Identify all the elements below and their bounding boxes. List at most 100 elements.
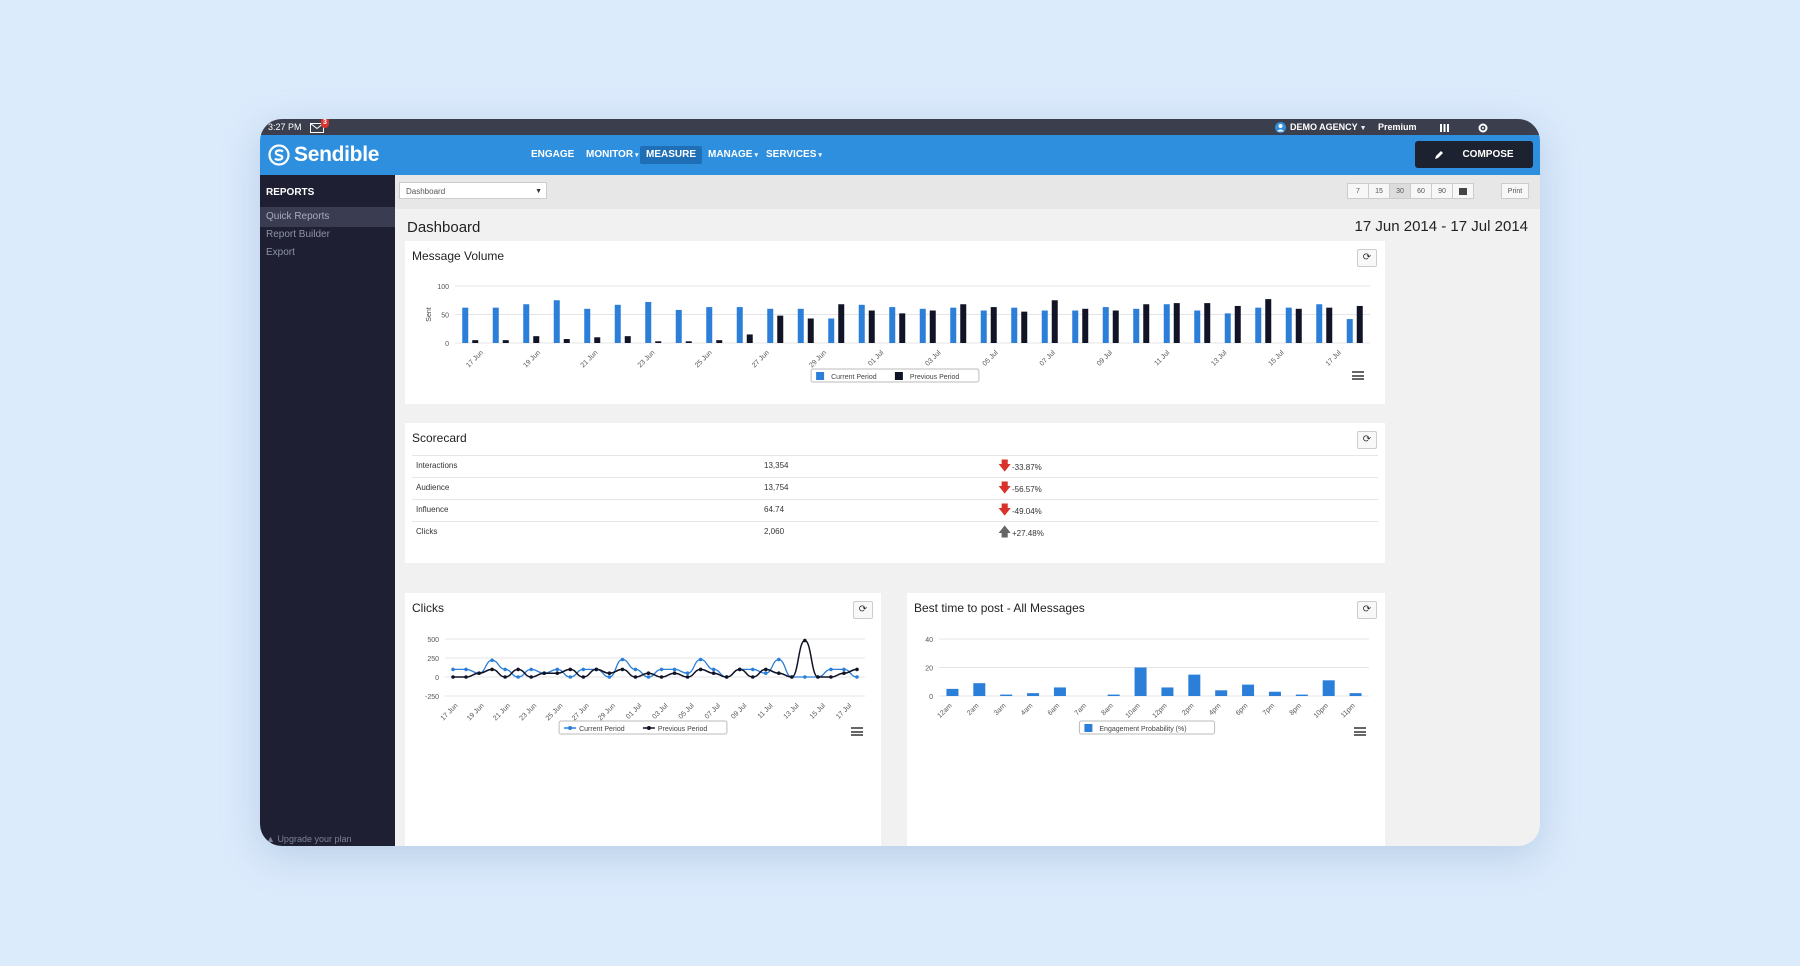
- x-tick-label: 25 Jun: [545, 702, 565, 722]
- nav-engage[interactable]: ENGAGE: [525, 146, 580, 164]
- account-menu[interactable]: DEMO AGENCY ▼: [1290, 119, 1367, 135]
- bar-previous: [990, 307, 997, 343]
- nav-manage[interactable]: MANAGE ▾: [702, 146, 764, 164]
- chart-menu-icon[interactable]: [1352, 371, 1364, 380]
- bar-previous: [960, 304, 967, 343]
- data-point: [529, 667, 533, 672]
- chevron-down-icon: ▾: [635, 152, 639, 159]
- bar-previous: [1143, 304, 1150, 343]
- nav-monitor-label: MONITOR: [586, 149, 634, 160]
- bar-current: [675, 309, 682, 343]
- data-point: [555, 671, 560, 675]
- nav-services-label: SERVICES: [766, 149, 817, 160]
- y-tick-label: 0: [445, 341, 449, 348]
- nav-monitor[interactable]: MONITOR ▾: [580, 146, 645, 164]
- metric-change: -56.57%: [1012, 485, 1042, 494]
- range-90-button[interactable]: 90: [1431, 183, 1453, 199]
- bar: [973, 683, 986, 696]
- clock-text: 3:27 PM: [268, 122, 302, 132]
- bar: [1053, 687, 1066, 696]
- refresh-icon[interactable]: ⟳: [1357, 431, 1377, 449]
- user-icon: [1275, 119, 1286, 135]
- bar-previous: [502, 340, 509, 343]
- refresh-icon[interactable]: ⟳: [1357, 249, 1377, 267]
- x-tick-label: 17 Jun: [440, 702, 460, 722]
- x-tick-label: 01 Jul: [867, 349, 885, 367]
- bar: [1295, 694, 1308, 696]
- x-tick-label: 15 Jul: [809, 702, 827, 720]
- data-point: [516, 667, 520, 672]
- x-tick-label: 12pm: [1152, 702, 1169, 719]
- clicks-chart: -250 0 250 500 17 Jun 19 Jun 21 Jun 23 Jun 25 Ju…: [425, 637, 865, 735]
- legend-label: Current Period: [579, 726, 625, 733]
- data-point: [633, 675, 638, 679]
- x-tick-label: 17 Jul: [835, 702, 853, 720]
- compose-button[interactable]: COMPOSE: [1415, 141, 1533, 168]
- dashboard-select[interactable]: Dashboard ▼: [399, 182, 547, 199]
- sidebar-item-export[interactable]: Export: [266, 247, 295, 258]
- settings-gear-icon[interactable]: [1478, 119, 1488, 135]
- bar-previous: [533, 336, 540, 343]
- x-tick-label: 23 Jun: [518, 702, 538, 722]
- chart-menu-icon[interactable]: [851, 727, 863, 736]
- nav-measure-label: MEASURE: [646, 149, 697, 160]
- bar-previous: [1356, 305, 1363, 343]
- sidebar-item-quick-reports[interactable]: Quick Reports: [260, 207, 395, 227]
- metric-label: Clicks: [416, 527, 438, 536]
- metric-change: +27.48%: [1012, 529, 1044, 538]
- range-60-button[interactable]: 60: [1410, 183, 1432, 199]
- y-tick-label: 100: [437, 284, 449, 291]
- x-tick-label: 03 Jul: [924, 349, 942, 367]
- data-point: [620, 667, 625, 672]
- x-tick-label: 12am: [937, 702, 954, 719]
- chevron-down-icon: ▼: [535, 188, 542, 195]
- bar-current: [1316, 304, 1323, 343]
- bar-current: [736, 307, 743, 343]
- refresh-icon[interactable]: ⟳: [853, 601, 873, 619]
- print-button[interactable]: Print: [1501, 183, 1529, 199]
- account-name: DEMO AGENCY: [1290, 122, 1358, 132]
- data-point: [763, 671, 768, 675]
- bar-previous: [1112, 310, 1119, 343]
- bar-previous: [594, 337, 601, 343]
- bar-previous: [1204, 303, 1211, 343]
- metric-change: -33.87%: [1012, 463, 1042, 472]
- data-point: [490, 667, 494, 672]
- best-time-panel: Best time to post - All Messages ⟳ 0 20 40…: [907, 593, 1385, 846]
- data-point: [855, 667, 859, 672]
- legend-box: [1078, 720, 1216, 735]
- data-point: [555, 667, 560, 672]
- upgrade-plan-link[interactable]: ▲ Upgrade your plan: [266, 834, 352, 844]
- x-tick-label: 29 Jun: [808, 349, 828, 369]
- range-15-button[interactable]: 15: [1368, 183, 1390, 199]
- x-tick-label: 13 Jul: [1210, 349, 1228, 367]
- sidebar-item-report-builder[interactable]: Report Builder: [266, 229, 330, 240]
- table-row: Influence 64.74 🡇 -49.04%: [412, 499, 1378, 522]
- range-7-button[interactable]: 7: [1347, 183, 1369, 199]
- app-window: 3:27 PM 3 DEMO AGENCY ▼ Premium Sendible …: [260, 119, 1540, 846]
- x-tick-label: 10pm: [1313, 702, 1330, 719]
- arrow-up-icon: 🡅: [998, 524, 1012, 539]
- range-30-button[interactable]: 30: [1389, 183, 1411, 199]
- x-tick-label: 19 Jun: [466, 702, 486, 722]
- nav-measure[interactable]: MEASURE: [640, 146, 703, 164]
- chart-menu-icon[interactable]: [1354, 727, 1366, 736]
- bar-previous: [807, 318, 814, 343]
- data-point: [842, 671, 846, 675]
- bar-previous: [655, 341, 662, 343]
- legend-marker: [646, 726, 651, 730]
- sendible-logo[interactable]: Sendible: [268, 139, 379, 171]
- data-point: [659, 667, 664, 672]
- x-tick-label: 05 Jul: [678, 702, 696, 720]
- chevron-down-icon: ▼: [1359, 125, 1367, 132]
- apps-grid-icon[interactable]: [1440, 119, 1449, 135]
- refresh-icon[interactable]: ⟳: [1357, 601, 1377, 619]
- calendar-icon[interactable]: [1452, 183, 1474, 199]
- sidebar-heading: REPORTS: [266, 187, 315, 198]
- nav-services[interactable]: SERVICES ▾: [760, 146, 828, 164]
- data-point: [855, 675, 859, 679]
- bar-current: [797, 308, 804, 343]
- date-range: 17 Jun 2014 - 17 Jul 2014: [1354, 218, 1528, 235]
- legend-label: Current Period: [831, 374, 877, 381]
- bar: [1027, 693, 1040, 696]
